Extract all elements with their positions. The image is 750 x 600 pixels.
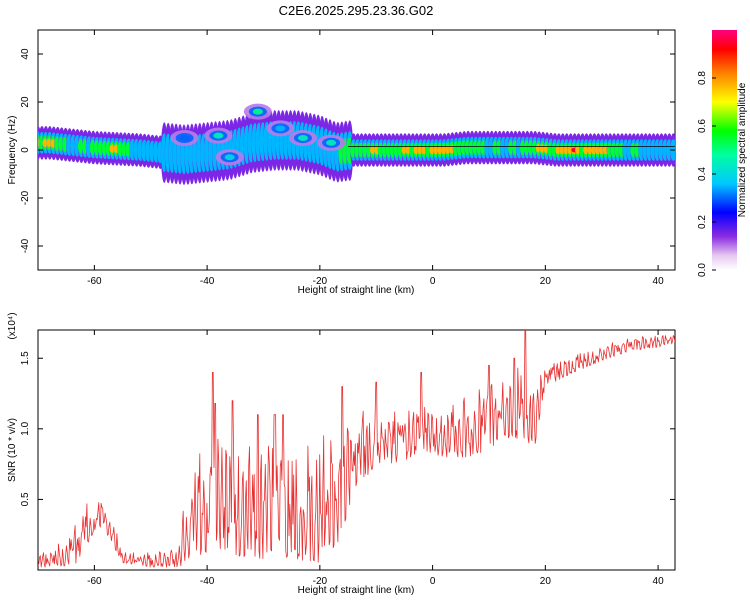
y-tick-label: 0 [20, 147, 31, 153]
spectrogram-panel: -60 -40 -20 0 20 40 -40 -20 0 20 40 Height of str… [7, 29, 676, 296]
y-tick-label: 1.0 [20, 421, 31, 435]
colorbar: 0.0 0.2 0.4 0.6 0.8 Normalized spectral ampl… [697, 30, 748, 277]
y-tick-label: 20 [20, 96, 31, 108]
x-tick-label: -20 [313, 276, 328, 287]
spectral-blob [275, 125, 286, 132]
snr-series-line [38, 330, 675, 568]
x-tick-label: -20 [313, 576, 328, 587]
spectral-blob [297, 135, 308, 141]
colorbar-tick-label: 0.0 [697, 263, 708, 277]
colorbar-tick-label: 0.6 [697, 119, 708, 133]
y-tick-label: -20 [20, 190, 31, 205]
colorbar-tick-label: 0.8 [697, 71, 708, 85]
colorbar-ticks: 0.0 0.2 0.4 0.6 0.8 [697, 71, 716, 277]
spectrogram-x-axis-label: Height of straight line (km) [298, 285, 415, 296]
spectrogram-y-axis-label: Frequency (Hz) [7, 116, 18, 185]
figure-title: C2E6.2025.295.23.36.G02 [279, 3, 434, 18]
spectral-blob [224, 154, 235, 161]
x-tick-label: -40 [200, 576, 215, 587]
snr-x-ticks: -60 -40 -20 0 20 40 [87, 330, 664, 587]
x-tick-label: 20 [540, 576, 552, 587]
x-tick-label: 0 [430, 576, 436, 587]
colorbar-label: Normalized spectral amplitude [737, 82, 748, 217]
colorbar-gradient [712, 30, 737, 270]
snr-y-axis-label: SNR (10 * v/v) [7, 418, 18, 482]
x-tick-label: 0 [430, 276, 436, 287]
y-tick-label: -40 [20, 238, 31, 253]
snr-y-multiplier: (x10⁴) [7, 312, 18, 339]
snr-x-axis-label: Height of straight line (km) [298, 585, 415, 596]
y-tick-label: 40 [20, 48, 31, 60]
x-tick-label: 20 [540, 276, 552, 287]
spectral-blob [326, 139, 337, 146]
x-tick-label: -60 [87, 276, 102, 287]
y-tick-label: 0.5 [20, 492, 31, 506]
x-tick-label: 40 [653, 276, 665, 287]
x-tick-label: -40 [200, 276, 215, 287]
snr-y-ticks: 0.5 1.0 1.5 [20, 351, 675, 506]
colorbar-tick-label: 0.4 [697, 167, 708, 181]
spectrogram-x-ticks: -60 -40 -20 0 20 40 [87, 30, 664, 287]
snr-frame [37, 329, 676, 571]
spectrogram-heat [38, 103, 675, 185]
colorbar-tick-label: 0.2 [697, 215, 708, 229]
snr-panel: -60 -40 -20 0 20 40 0.5 1.0 1.5 Height of strai… [7, 312, 676, 596]
spectrogram-y-ticks: -40 -20 0 20 40 [20, 48, 675, 253]
x-tick-label: -60 [87, 576, 102, 587]
spectral-blob [213, 132, 224, 139]
spectral-blob [179, 135, 190, 141]
y-tick-label: 1.5 [20, 351, 31, 365]
spectral-blob [252, 108, 263, 115]
x-tick-label: 40 [653, 576, 665, 587]
